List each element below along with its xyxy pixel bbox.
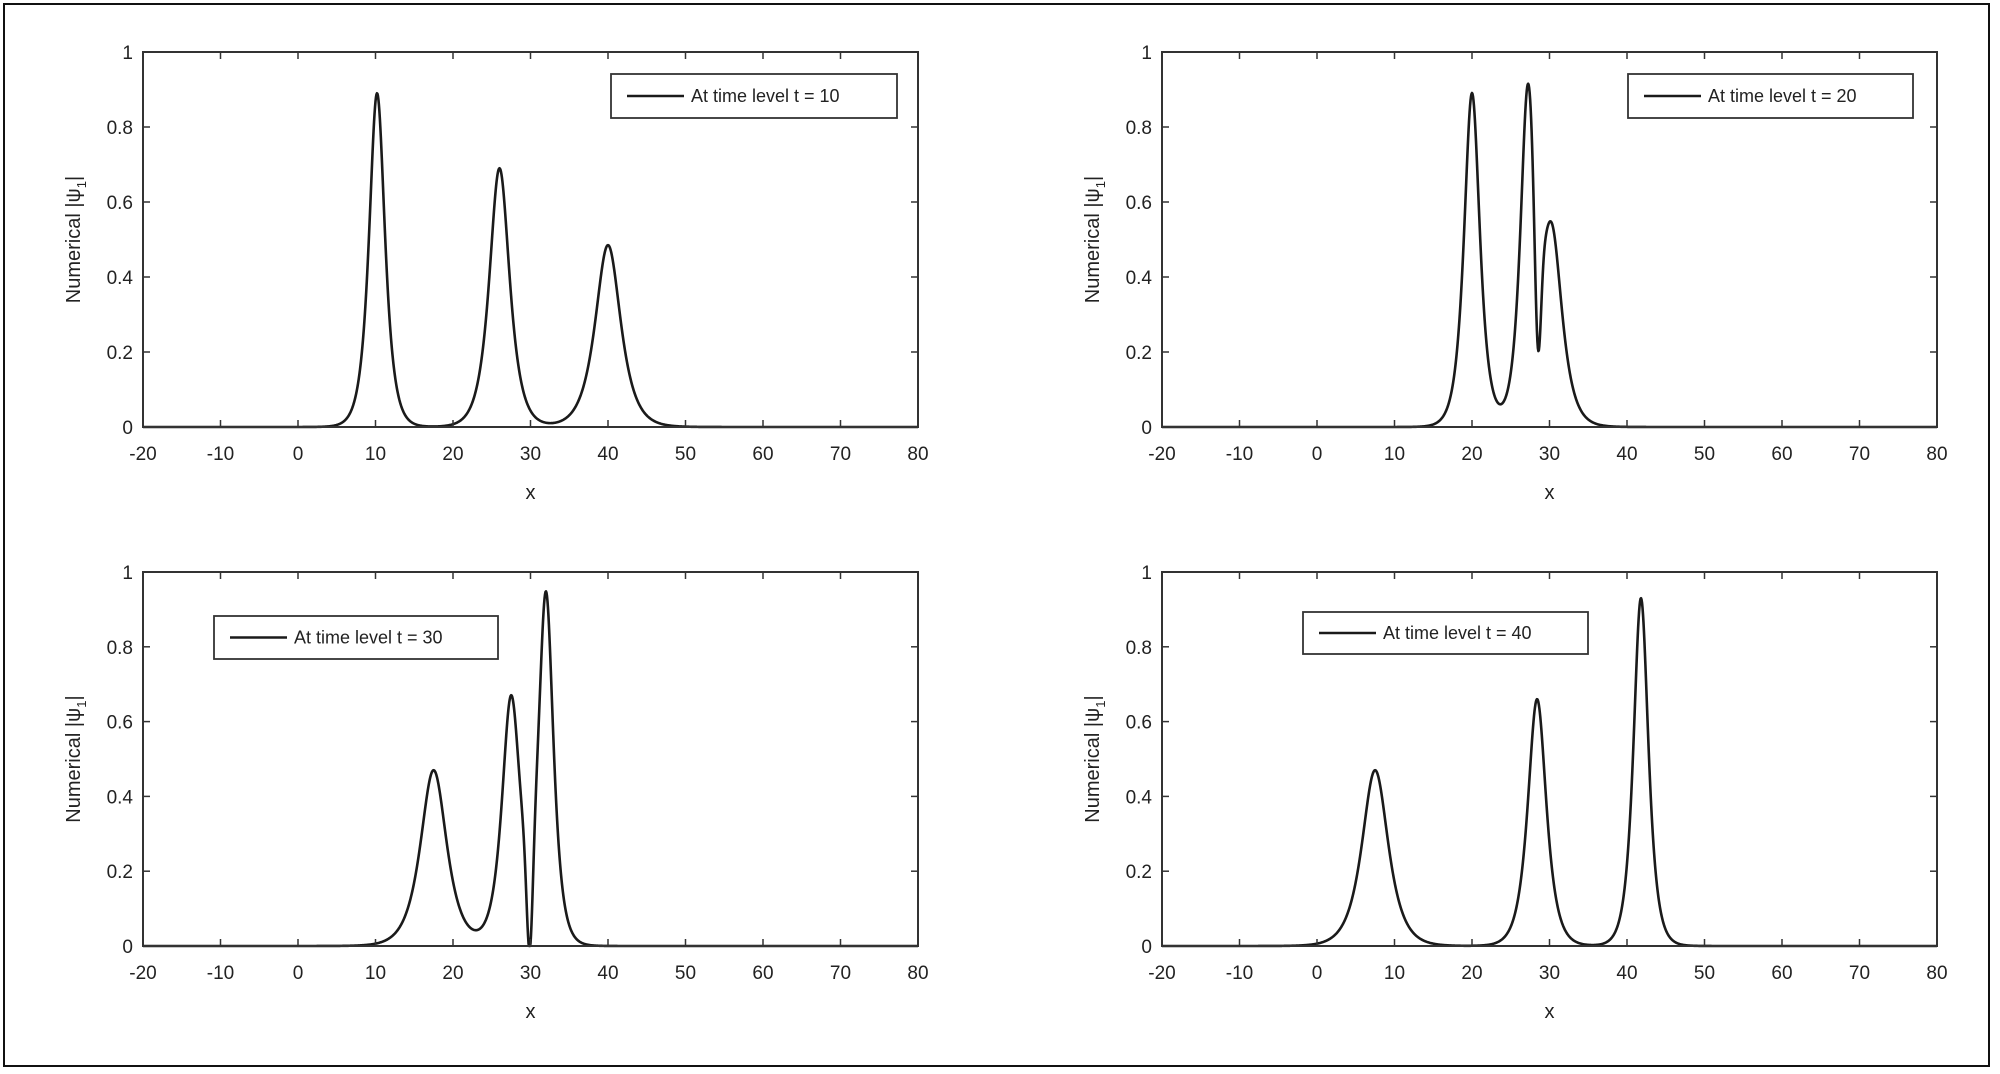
legend-label: At time level t = 30	[294, 628, 443, 648]
x-tick-label: 70	[830, 963, 851, 984]
y-tick-label: 0.8	[107, 638, 133, 659]
y-tick-label: 0.6	[107, 713, 133, 734]
x-tick-label: 20	[442, 963, 463, 984]
x-tick-label: 50	[1694, 444, 1715, 465]
x-tick-label: 70	[1849, 963, 1870, 984]
data-curve	[142, 91, 919, 429]
x-tick-label: 60	[1771, 444, 1792, 465]
x-tick-label: -10	[1226, 444, 1253, 465]
x-tick-label: 30	[1539, 963, 1560, 984]
x-axis-label: x	[1545, 1001, 1555, 1023]
x-tick-label: 30	[1539, 444, 1560, 465]
x-tick-label: 20	[1461, 963, 1482, 984]
y-tick-label: 0.8	[107, 118, 133, 139]
x-tick-label: -10	[1226, 963, 1253, 984]
y-tick-label: 0.2	[107, 862, 133, 883]
y-tick-label: 1	[122, 43, 133, 64]
panel-top-right: -20 -10 0 10 20 30 40 50 60 70 80 0 0.2 0.4 0.6 0.8 1 x Nu…	[1082, 43, 1948, 504]
y-tick-label: 0.2	[1126, 343, 1152, 364]
x-tick-label: 30	[520, 444, 541, 465]
y-tick-label: 0.4	[1126, 268, 1153, 289]
x-tick-label: 0	[1312, 444, 1323, 465]
x-tick-label: 10	[1384, 444, 1405, 465]
y-tick-label: 1	[1141, 43, 1152, 64]
y-tick-label: 0.8	[1126, 118, 1152, 139]
x-tick-label: -20	[129, 963, 156, 984]
x-tick-label: 20	[1461, 444, 1482, 465]
x-tick-label: 70	[830, 444, 851, 465]
legend-label: At time level t = 20	[1708, 86, 1857, 106]
y-tick-label: 0.2	[107, 343, 133, 364]
y-axis-label: Numerical |ψ1|	[63, 176, 89, 303]
y-axis-label: Numerical |ψ1|	[1082, 176, 1108, 303]
x-tick-label: -20	[1148, 444, 1175, 465]
legend-label: At time level t = 10	[691, 86, 840, 106]
x-tick-label: 30	[520, 963, 541, 984]
y-tick-label: 1	[1141, 563, 1152, 584]
x-tick-label: 40	[597, 444, 618, 465]
x-tick-label: 50	[675, 444, 696, 465]
y-tick-label: 0.6	[107, 193, 133, 214]
y-tick-label: 0	[122, 937, 133, 958]
y-tick-label: 0	[1141, 937, 1152, 958]
data-curve	[1161, 82, 1938, 429]
y-tick-label: 0.8	[1126, 638, 1152, 659]
y-tick-label: 0.4	[1126, 787, 1153, 808]
x-tick-label: 70	[1849, 444, 1870, 465]
x-tick-label: 50	[1694, 963, 1715, 984]
x-tick-label: -10	[207, 444, 234, 465]
x-tick-label: 80	[1926, 444, 1947, 465]
panel-top-left: -20 -10 0 10 20 30 40 50 60 70 80 0 0.2 0.4 0.6 0.8 1 x Nu…	[63, 43, 929, 504]
figure-frame	[3, 3, 1990, 1067]
y-axis-label: Numerical |ψ1|	[1082, 695, 1108, 822]
y-tick-label: 0.6	[1126, 713, 1152, 734]
x-tick-label: 10	[1384, 963, 1405, 984]
x-tick-label: 0	[1312, 963, 1323, 984]
x-tick-label: 60	[752, 963, 773, 984]
x-tick-label: 20	[442, 444, 463, 465]
x-tick-label: 0	[293, 963, 304, 984]
legend-label: At time level t = 40	[1383, 623, 1532, 643]
y-tick-label: 0	[122, 418, 133, 439]
y-tick-label: 0.4	[107, 787, 134, 808]
y-tick-label: 1	[122, 563, 133, 584]
panel-bottom-left: -20 -10 0 10 20 30 40 50 60 70 80 0 0.2 0.4 0.6 0.8 1 x Nu…	[63, 563, 929, 1023]
x-axis-label: x	[526, 482, 536, 504]
x-tick-label: 10	[365, 963, 386, 984]
legend: At time level t = 40	[1302, 611, 1589, 655]
x-tick-label: 50	[675, 963, 696, 984]
legend: At time level t = 10	[610, 73, 898, 119]
x-tick-label: 40	[1616, 444, 1637, 465]
x-tick-label: -20	[129, 444, 156, 465]
x-tick-label: 60	[752, 444, 773, 465]
legend: At time level t = 30	[213, 615, 499, 660]
x-tick-label: 40	[1616, 963, 1637, 984]
x-tick-label: 0	[293, 444, 304, 465]
legend: At time level t = 20	[1627, 73, 1914, 119]
y-tick-label: 0.2	[1126, 862, 1152, 883]
panel-bottom-right: -20 -10 0 10 20 30 40 50 60 70 80 0 0.2 0.4 0.6 0.8 1 x Nu…	[1082, 563, 1948, 1023]
x-tick-label: 80	[1926, 963, 1947, 984]
x-tick-label: 80	[907, 963, 928, 984]
x-tick-label: 60	[1771, 963, 1792, 984]
x-axis-label: x	[526, 1001, 536, 1023]
x-tick-label: 40	[597, 963, 618, 984]
y-tick-label: 0.4	[107, 268, 134, 289]
y-tick-label: 0	[1141, 418, 1152, 439]
x-tick-label: -10	[207, 963, 234, 984]
x-tick-label: -20	[1148, 963, 1175, 984]
y-axis-label: Numerical |ψ1|	[63, 695, 89, 822]
x-tick-label: 10	[365, 444, 386, 465]
x-axis-label: x	[1545, 482, 1555, 504]
x-tick-label: 80	[907, 444, 928, 465]
y-tick-label: 0.6	[1126, 193, 1152, 214]
